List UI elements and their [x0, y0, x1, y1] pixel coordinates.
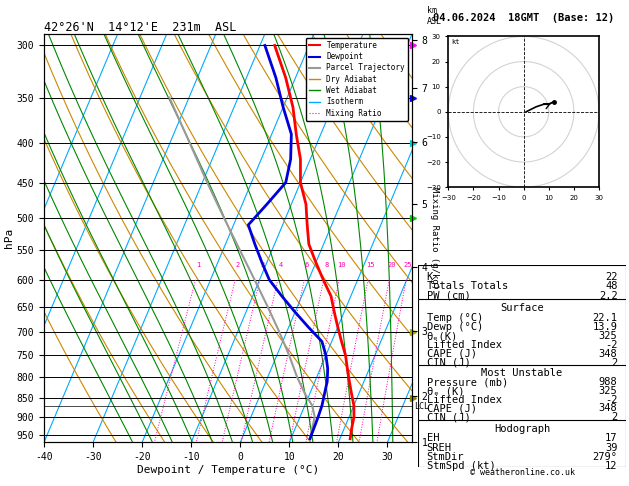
Text: 1: 1 — [196, 262, 201, 268]
Y-axis label: Mixing Ratio (g/kg): Mixing Ratio (g/kg) — [430, 187, 438, 289]
Text: CIN (J): CIN (J) — [426, 358, 470, 367]
Text: SREH: SREH — [426, 443, 452, 452]
Text: 10: 10 — [337, 262, 346, 268]
Text: 325: 325 — [599, 331, 618, 341]
Text: 17: 17 — [605, 434, 618, 443]
Text: 2.2: 2.2 — [599, 291, 618, 301]
Text: 279°: 279° — [593, 452, 618, 462]
Legend: Temperature, Dewpoint, Parcel Trajectory, Dry Adiabat, Wet Adiabat, Isotherm, Mi: Temperature, Dewpoint, Parcel Trajectory… — [306, 38, 408, 121]
Text: PW (cm): PW (cm) — [426, 291, 470, 301]
Text: 13.9: 13.9 — [593, 322, 618, 332]
Text: CAPE (J): CAPE (J) — [426, 349, 477, 359]
Text: 20: 20 — [387, 262, 396, 268]
Text: 04.06.2024  18GMT  (Base: 12): 04.06.2024 18GMT (Base: 12) — [433, 13, 615, 23]
Text: 3: 3 — [260, 262, 265, 268]
Text: 2: 2 — [236, 262, 240, 268]
Text: Hodograph: Hodograph — [494, 424, 550, 434]
Text: 8: 8 — [324, 262, 328, 268]
Text: © weatheronline.co.uk: © weatheronline.co.uk — [470, 468, 574, 477]
Text: K: K — [426, 272, 433, 282]
Text: 4: 4 — [279, 262, 282, 268]
Text: 15: 15 — [366, 262, 375, 268]
Text: Pressure (mb): Pressure (mb) — [426, 377, 508, 387]
Text: 12: 12 — [605, 461, 618, 471]
Text: 348: 348 — [599, 403, 618, 414]
Text: θₑ (K): θₑ (K) — [426, 386, 464, 396]
Text: km
ASL: km ASL — [426, 6, 442, 26]
Text: Totals Totals: Totals Totals — [426, 281, 508, 291]
X-axis label: Dewpoint / Temperature (°C): Dewpoint / Temperature (°C) — [137, 465, 319, 475]
Text: 39: 39 — [605, 443, 618, 452]
Text: 348: 348 — [599, 349, 618, 359]
Text: -2: -2 — [605, 340, 618, 350]
Text: LCL: LCL — [415, 402, 430, 411]
Y-axis label: hPa: hPa — [4, 228, 14, 248]
Text: 6: 6 — [304, 262, 309, 268]
Text: 22.1: 22.1 — [593, 313, 618, 323]
Text: Most Unstable: Most Unstable — [481, 368, 563, 379]
Text: EH: EH — [426, 434, 439, 443]
Text: 2: 2 — [611, 412, 618, 422]
Text: kt: kt — [451, 39, 459, 45]
Text: CAPE (J): CAPE (J) — [426, 403, 477, 414]
Text: 325: 325 — [599, 386, 618, 396]
Text: -2: -2 — [605, 395, 618, 405]
Text: Lifted Index: Lifted Index — [426, 395, 501, 405]
Text: 25: 25 — [404, 262, 413, 268]
Text: Surface: Surface — [500, 303, 544, 313]
Text: StmDir: StmDir — [426, 452, 464, 462]
Text: θₑ(K): θₑ(K) — [426, 331, 458, 341]
Text: 42°26'N  14°12'E  231m  ASL: 42°26'N 14°12'E 231m ASL — [44, 21, 237, 34]
Text: Temp (°C): Temp (°C) — [426, 313, 483, 323]
Text: 988: 988 — [599, 377, 618, 387]
Text: StmSpd (kt): StmSpd (kt) — [426, 461, 496, 471]
Text: CIN (J): CIN (J) — [426, 412, 470, 422]
Text: 48: 48 — [605, 281, 618, 291]
Text: Dewp (°C): Dewp (°C) — [426, 322, 483, 332]
Text: 2: 2 — [611, 358, 618, 367]
Text: Lifted Index: Lifted Index — [426, 340, 501, 350]
Text: 22: 22 — [605, 272, 618, 282]
